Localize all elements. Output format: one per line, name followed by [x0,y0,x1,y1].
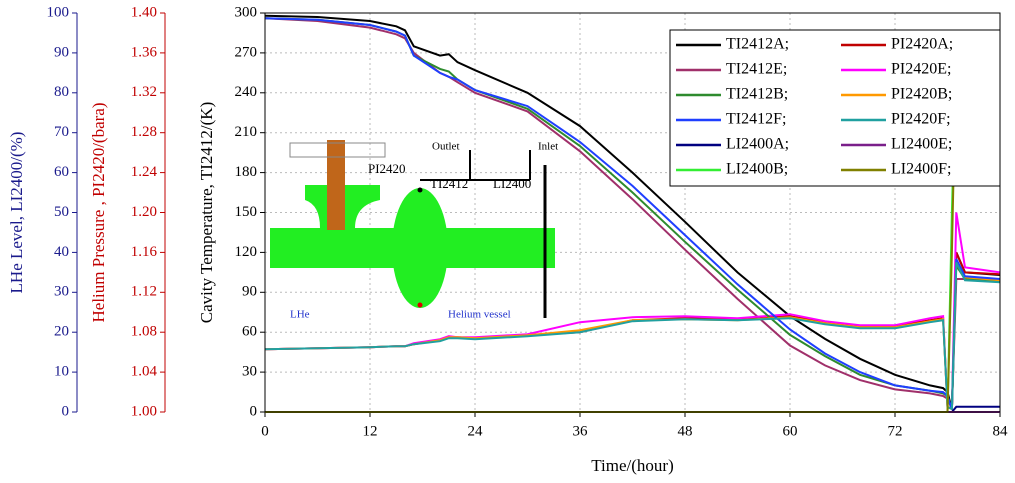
y2-tick-label: 1.16 [131,244,158,260]
x-tick-label: 48 [678,423,693,439]
y3-tick-label: 100 [47,4,70,20]
y3-tick-label: 0 [62,403,70,419]
y3-tick-label: 30 [54,284,69,300]
y3-tick-label: 90 [54,44,69,60]
legend-label: LI2400E; [891,136,952,153]
legend-label: TI2412F; [726,111,786,128]
y-tick-label: 60 [242,324,257,340]
legend-label: PI2420E; [891,61,951,78]
y-tick-label: 180 [235,164,258,180]
legend-label: LI2400F; [891,161,951,178]
vessel-bulb [392,188,448,308]
y2-tick-label: 1.12 [131,284,157,300]
legend-label: TI2412B; [726,86,788,103]
annotation: Helium vessel [448,309,511,321]
series-line [264,261,1001,411]
x-tick-label: 12 [363,423,378,439]
legend-label: PI2420F; [891,111,951,128]
y-tick-label: 150 [235,204,258,220]
y3-tick-label: 20 [54,324,69,340]
y-tick-label: 120 [235,244,258,260]
y2-tick-label: 1.28 [131,124,157,140]
series-line [264,252,1001,411]
legend-label: TI2412E; [726,61,787,78]
legend-label: PI2420B; [891,86,952,103]
y2-tick-label: 1.08 [131,324,157,340]
coupler [327,140,345,230]
y3-tick-label: 50 [54,204,69,220]
x-tick-label: 36 [573,423,589,439]
y-tick-label: 210 [235,124,258,140]
y2-tick-label: 1.00 [131,403,157,419]
x-tick-label: 24 [468,423,484,439]
x-tick-label: 60 [783,423,798,439]
annotation: LHe [290,309,310,321]
y-tick-label: 270 [235,44,258,60]
y3-tick-label: 80 [54,84,69,100]
y2-tick-label: 1.32 [131,84,157,100]
y3-tick-label: 40 [54,244,69,260]
sensor-bottom [417,302,423,308]
inset-diagram: Outlet Inlet PI2420 TI2412 LI2400 LHe He… [270,140,558,321]
y3-axis-title: LHe Level, LI2400/(%) [7,132,26,294]
y2-tick-label: 1.36 [131,44,158,60]
annotation: TI2412 [430,176,468,191]
x-tick-label: 84 [993,423,1009,439]
y-tick-label: 300 [235,4,258,20]
y3-tick-label: 70 [54,124,69,140]
legend-label: LI2400B; [726,161,788,178]
plot-frame [264,12,1001,413]
annotation: Inlet [538,141,558,153]
y2-tick-label: 1.04 [131,364,158,380]
y2-axis-title: Helium Pressure , PI2420/(bara) [89,102,108,322]
flange [289,142,386,158]
annotation: PI2420 [368,161,406,176]
y-tick-label: 30 [242,364,257,380]
legend-label: TI2412A; [726,36,789,53]
y3-tick-label: 10 [54,364,69,380]
legend-box [669,29,1001,187]
y-tick-label: 240 [235,84,258,100]
x-tick-label: 0 [261,423,269,439]
legend-label: LI2400A; [726,136,789,153]
y2-tick-label: 1.40 [131,4,157,20]
y2-tick-label: 1.20 [131,204,157,220]
y-tick-label: 0 [250,403,258,419]
x-tick-label: 72 [888,423,903,439]
sensor-top [417,187,423,193]
annotation: LI2400 [493,176,531,191]
annotation: Outlet [432,141,460,153]
legend-label: PI2420A; [891,36,953,53]
x-axis-title: Time/(hour) [591,456,674,475]
y-tick-label: 90 [242,284,257,300]
y3-tick-label: 60 [54,164,69,180]
y2-tick-label: 1.24 [131,164,158,180]
y-axis-title: Cavity Temperature, TI2412/(K) [197,102,216,323]
